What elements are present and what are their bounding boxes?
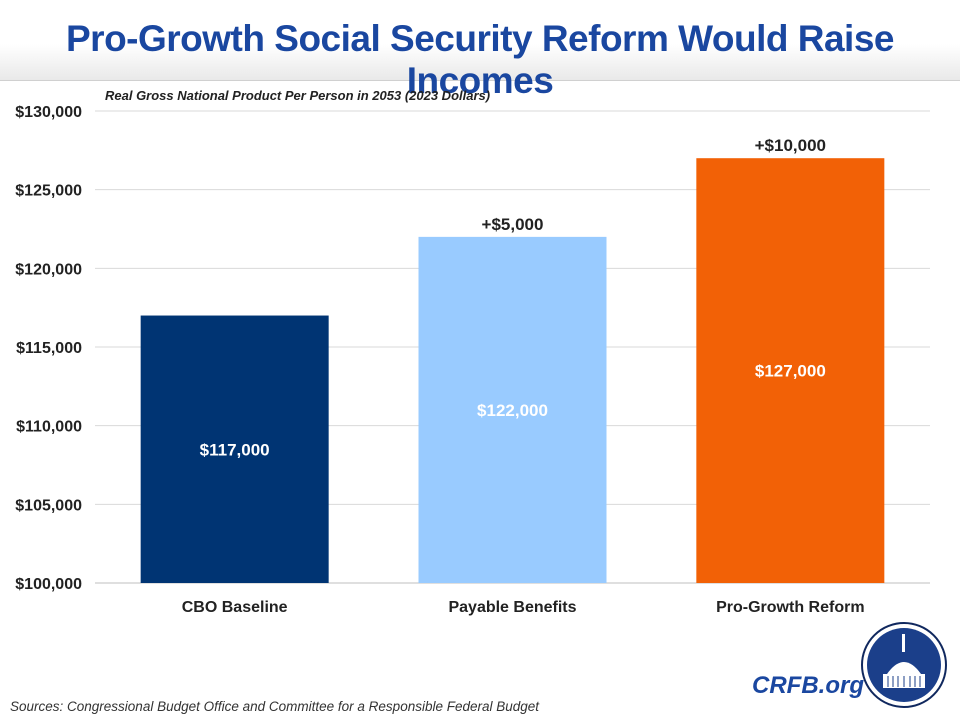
bar-value-label: $122,000 xyxy=(477,401,548,420)
y-tick-label: $100,000 xyxy=(15,576,82,593)
x-tick-label: Pro-Growth Reform xyxy=(716,599,864,616)
y-tick-label: $115,000 xyxy=(16,340,82,357)
chart-subtitle: Real Gross National Product Per Person i… xyxy=(105,88,491,103)
bar-value-label: $127,000 xyxy=(755,362,826,381)
bar-value-label: $117,000 xyxy=(200,440,270,459)
header-banner xyxy=(0,0,960,81)
bar xyxy=(140,315,329,583)
y-tick-label: $130,000 xyxy=(15,104,82,121)
bar xyxy=(418,236,607,583)
x-tick-label: Payable Benefits xyxy=(448,599,576,616)
sources-note: Sources: Congressional Budget Office and… xyxy=(10,699,540,714)
x-tick-label: CBO Baseline xyxy=(182,599,288,616)
bar-chart: $100,000 $105,000 $110,000 $115,000 $120,000… xyxy=(15,104,930,616)
y-tick-label: $105,000 xyxy=(15,497,82,514)
bar xyxy=(696,158,885,583)
y-tick-label: $120,000 xyxy=(15,261,82,278)
y-tick-label: $125,000 xyxy=(15,183,82,200)
page-title: Pro-Growth Social Security Reform Would … xyxy=(66,18,894,101)
bar-annotation: +$10,000 xyxy=(755,136,826,155)
y-tick-label: $110,000 xyxy=(16,419,82,436)
capitol-dome-seal-icon xyxy=(861,622,947,708)
bar-annotation: +$5,000 xyxy=(482,215,544,234)
brand-link[interactable]: CRFB.org xyxy=(752,672,864,699)
